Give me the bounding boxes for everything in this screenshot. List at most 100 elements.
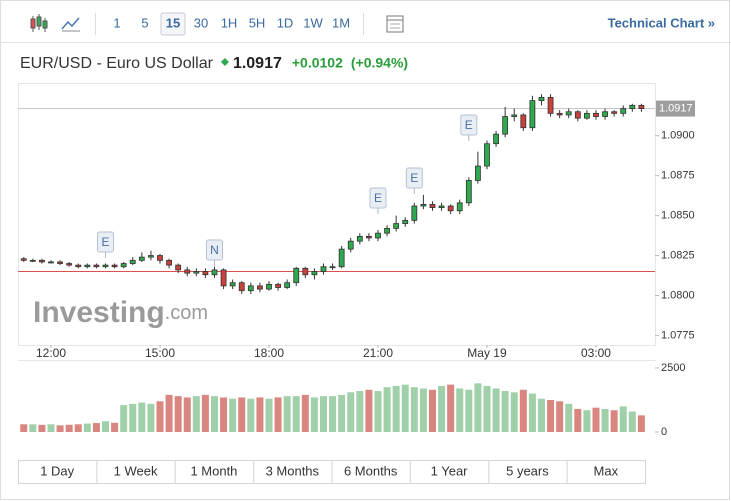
- volume-bar: [537, 398, 545, 432]
- change: +0.0102: [292, 55, 343, 71]
- candle-body: [93, 264, 100, 268]
- candle-body: [275, 283, 281, 288]
- event-marker[interactable]: [369, 187, 387, 209]
- line-icon[interactable]: [61, 17, 80, 32]
- volume-bar: [65, 424, 73, 432]
- event-marker[interactable]: [405, 167, 423, 189]
- candle-icon[interactable]: [30, 14, 48, 32]
- candle-body: [311, 271, 318, 276]
- candle-body: [29, 259, 36, 262]
- watermark-brand: Investing: [33, 296, 165, 329]
- x-tick-label: May 19: [467, 346, 507, 360]
- volume-bar: [438, 385, 446, 432]
- volume-bar: [329, 396, 337, 432]
- x-tick-label: 03:00: [581, 346, 611, 360]
- candle-body: [511, 114, 518, 117]
- candle-body: [75, 264, 82, 268]
- candle-body: [583, 112, 590, 119]
- volume-bar: [319, 396, 327, 432]
- range-button[interactable]: 6 Months: [344, 463, 398, 478]
- volume-bar: [383, 387, 391, 432]
- interval-button[interactable]: 30: [194, 15, 208, 30]
- candle-body: [456, 202, 463, 212]
- range-button[interactable]: 3 Months: [266, 463, 320, 478]
- candle-body: [493, 133, 499, 145]
- up-arrow: [220, 58, 229, 66]
- candle-body: [611, 111, 618, 114]
- event-marker[interactable]: [460, 114, 478, 136]
- volume-bar: [283, 396, 291, 432]
- candle-body: [129, 259, 136, 264]
- selected-interval: [160, 12, 186, 36]
- volume-bar: [401, 384, 409, 432]
- interval-button[interactable]: 5H: [249, 15, 266, 30]
- interval-button[interactable]: 1W: [303, 15, 323, 30]
- y-tick-label: 1.0875: [661, 170, 695, 182]
- candle-body: [547, 96, 554, 114]
- y-tick-label: 1.0775: [661, 329, 695, 341]
- change-percent: (+0.94%): [351, 55, 408, 71]
- candle-body: [356, 235, 363, 242]
- volume-bar: [365, 389, 373, 432]
- candle-body: [302, 267, 309, 276]
- x-tick-label: 21:00: [363, 346, 393, 360]
- range-button[interactable]: 5 years: [506, 463, 549, 478]
- volume-bar: [165, 394, 173, 432]
- event-marker[interactable]: [96, 231, 114, 253]
- range-button[interactable]: Max: [594, 463, 619, 478]
- candle-body: [320, 266, 327, 272]
- range-button[interactable]: 1 Month: [190, 463, 237, 478]
- event-label: E: [374, 191, 382, 205]
- volume-bar: [156, 401, 164, 432]
- volume-bar: [120, 405, 128, 432]
- volume-bar: [483, 385, 491, 432]
- settings-icon[interactable]: [386, 15, 404, 33]
- candle-body: [238, 282, 245, 292]
- interval-button[interactable]: 5: [141, 15, 148, 30]
- interval-button[interactable]: 1: [113, 15, 120, 30]
- event-marker[interactable]: [205, 239, 223, 261]
- candle-body: [538, 96, 545, 101]
- range-button[interactable]: 1 Day: [40, 463, 74, 478]
- range-button[interactable]: 1 Year: [431, 463, 469, 478]
- candle-body: [184, 269, 191, 274]
- candle-body: [347, 240, 354, 250]
- candle-body: [175, 264, 182, 271]
- volume-bar: [74, 424, 82, 432]
- candle-body: [502, 116, 509, 135]
- candle-body: [338, 248, 345, 268]
- volume-bar: [29, 424, 37, 432]
- candle-body: [157, 255, 163, 261]
- candle-body: [620, 108, 627, 114]
- volume-bar: [147, 403, 155, 432]
- candle-body: [429, 204, 436, 209]
- interval-button[interactable]: 15: [166, 15, 180, 30]
- volume-bar: [274, 397, 282, 432]
- watermark-domain: .com: [165, 302, 208, 324]
- volume-bar: [92, 423, 100, 432]
- interval-buttons: 1 5 15 30 1H 5H 1D 1W 1M: [113, 12, 350, 36]
- candle-body: [629, 104, 636, 109]
- candle-body: [66, 263, 73, 266]
- volume-y-tick-label: 0: [661, 426, 667, 438]
- volume-bar: [610, 410, 618, 432]
- volume-bar: [292, 396, 300, 432]
- volume-bar: [392, 385, 400, 432]
- event-label: E: [101, 235, 109, 249]
- event-label: E: [410, 171, 418, 185]
- y-tick-label: 1.0800: [661, 289, 695, 301]
- volume-bar: [83, 423, 91, 432]
- candle-body: [565, 111, 572, 116]
- plot: 1.0900 1.0875 1.0850 1.0825 1.0800 1.0775 12:0…: [18, 94, 695, 360]
- volume-bar: [601, 408, 609, 432]
- technical-chart-link[interactable]: Technical Chart »: [608, 15, 715, 30]
- interval-button[interactable]: 1D: [277, 15, 294, 30]
- volume-bar: [628, 411, 636, 432]
- volume-bar: [510, 392, 518, 432]
- volume-bar: [565, 403, 573, 432]
- candle-body: [420, 204, 427, 207]
- interval-button[interactable]: 1M: [332, 15, 350, 30]
- range-button[interactable]: 1 Week: [114, 463, 158, 478]
- candle-body: [438, 205, 445, 209]
- interval-button[interactable]: 1H: [221, 15, 238, 30]
